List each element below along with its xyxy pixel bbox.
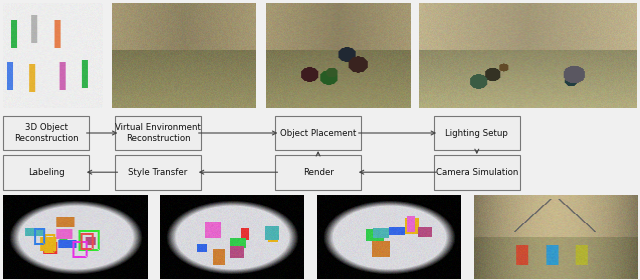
Text: Lighting Setup: Lighting Setup bbox=[445, 129, 508, 137]
Text: Style Transfer: Style Transfer bbox=[129, 168, 188, 177]
FancyBboxPatch shape bbox=[275, 155, 361, 190]
Text: Labeling: Labeling bbox=[28, 168, 65, 177]
FancyBboxPatch shape bbox=[3, 116, 89, 150]
Text: Object Placement: Object Placement bbox=[280, 129, 356, 137]
Text: Camera Simulation: Camera Simulation bbox=[436, 168, 518, 177]
FancyBboxPatch shape bbox=[434, 155, 520, 190]
Text: Virtual Environment
Reconstruction: Virtual Environment Reconstruction bbox=[115, 123, 201, 143]
FancyBboxPatch shape bbox=[115, 155, 201, 190]
FancyBboxPatch shape bbox=[275, 116, 361, 150]
Text: 3D Object
Reconstruction: 3D Object Reconstruction bbox=[14, 123, 78, 143]
Text: Render: Render bbox=[303, 168, 333, 177]
FancyBboxPatch shape bbox=[115, 116, 201, 150]
FancyBboxPatch shape bbox=[3, 155, 89, 190]
FancyBboxPatch shape bbox=[434, 116, 520, 150]
